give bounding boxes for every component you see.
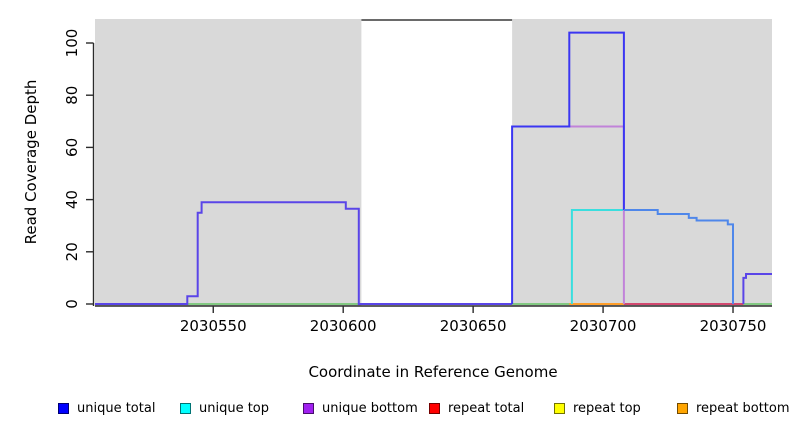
legend-item-repeat-bottom: repeat bottom <box>677 398 790 418</box>
legend-swatch-icon <box>58 402 69 414</box>
y-axis-title: Read Coverage Depth <box>22 79 40 245</box>
series-line <box>95 201 513 305</box>
legend-item-unique-bottom: unique bottom <box>303 398 418 418</box>
y-tick-label: 100 <box>63 29 81 58</box>
no-data-band <box>361 19 513 306</box>
legend-item-repeat-top: repeat top <box>554 398 641 418</box>
legend-label: unique bottom <box>322 400 418 416</box>
x-tick-label: 2030600 <box>310 317 377 335</box>
legend-swatch-icon <box>180 402 191 414</box>
series-line <box>623 209 734 304</box>
tick-labels: 0 20 40 60 80 100 2030550 2030600 2030650 2030700… <box>63 29 766 335</box>
x-axis-title: Coordinate in Reference Genome <box>308 363 558 381</box>
legend: unique total unique top unique bottom repea… <box>0 398 792 422</box>
x-tick-label: 2030550 <box>180 317 247 335</box>
series-lines <box>95 31 772 305</box>
axes <box>86 42 772 313</box>
legend-label: repeat total <box>448 400 525 416</box>
y-tick-label: 40 <box>63 190 81 209</box>
legend-label: repeat bottom <box>696 400 790 416</box>
y-tick-label: 20 <box>63 242 81 261</box>
x-tick-label: 2030700 <box>570 317 637 335</box>
series-line <box>742 273 772 304</box>
y-tick-label: 60 <box>63 138 81 157</box>
legend-swatch-icon <box>429 402 440 414</box>
legend-swatch-icon <box>677 402 688 414</box>
legend-label: repeat top <box>573 400 641 416</box>
x-tick-label: 2030650 <box>440 317 507 335</box>
legend-item-repeat-total: repeat total <box>429 398 524 418</box>
series-line <box>570 209 624 304</box>
legend-swatch-icon <box>303 402 314 414</box>
legend-swatch-icon <box>554 402 565 414</box>
legend-item-unique-top: unique top <box>180 398 269 418</box>
x-tick-label: 2030750 <box>700 317 767 335</box>
legend-label: unique total <box>77 400 156 416</box>
series-line <box>511 31 625 304</box>
y-tick-label: 0 <box>63 299 81 309</box>
y-tick-label: 80 <box>63 86 81 105</box>
legend-label: unique top <box>199 400 270 416</box>
legend-item-unique-total: unique total <box>58 398 155 418</box>
